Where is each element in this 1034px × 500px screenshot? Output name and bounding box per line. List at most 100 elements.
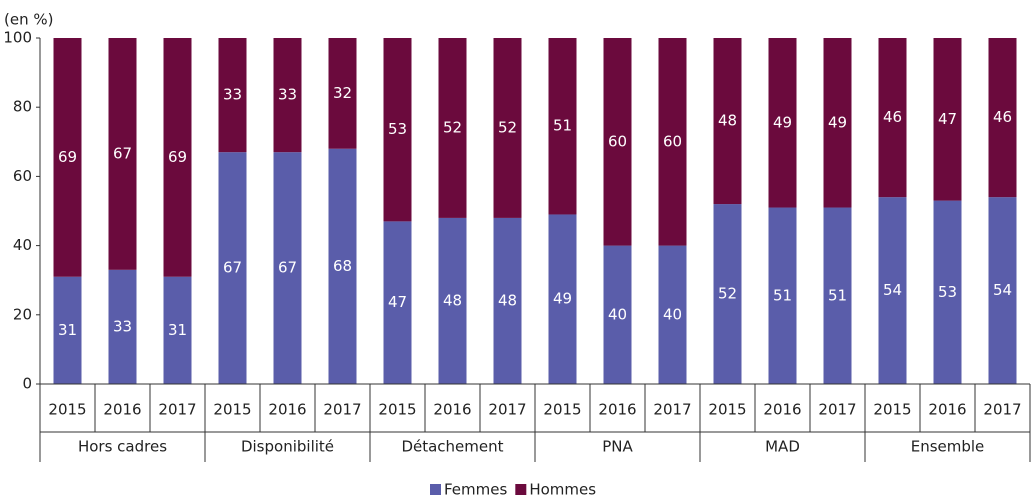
value-label: 33 bbox=[113, 317, 132, 335]
bar-segment bbox=[163, 38, 192, 277]
value-label: 33 bbox=[223, 86, 242, 104]
bar-segment bbox=[988, 38, 1017, 198]
value-label: 46 bbox=[993, 108, 1012, 126]
x-tick-label: 2015 bbox=[708, 401, 746, 419]
x-tick-label: 2016 bbox=[433, 401, 471, 419]
bar-segment bbox=[933, 200, 962, 384]
bar-segment bbox=[108, 38, 137, 270]
value-label: 49 bbox=[773, 113, 792, 131]
x-tick-label: 2017 bbox=[653, 401, 691, 419]
bar-segment bbox=[933, 38, 962, 201]
value-label: 69 bbox=[168, 148, 187, 166]
value-label: 51 bbox=[553, 117, 572, 135]
value-label: 69 bbox=[58, 148, 77, 166]
value-label: 67 bbox=[278, 259, 297, 277]
bar-segment bbox=[438, 38, 467, 218]
bar-segment bbox=[163, 276, 192, 384]
group-label: Ensemble bbox=[911, 438, 985, 456]
bar-segment bbox=[383, 221, 412, 384]
value-label: 46 bbox=[883, 108, 902, 126]
y-tick-label: 20 bbox=[13, 305, 32, 323]
legend-label: Hommes bbox=[529, 481, 596, 499]
value-label: 33 bbox=[278, 86, 297, 104]
group-label: Détachement bbox=[401, 438, 503, 456]
group-label: PNA bbox=[602, 438, 633, 456]
x-tick-label: 2015 bbox=[543, 401, 581, 419]
value-label: 53 bbox=[388, 120, 407, 138]
x-tick-label: 2016 bbox=[598, 401, 636, 419]
value-label: 40 bbox=[608, 305, 627, 323]
value-label: 48 bbox=[443, 291, 462, 309]
value-label: 67 bbox=[223, 259, 242, 277]
value-label: 47 bbox=[388, 293, 407, 311]
value-label: 67 bbox=[113, 144, 132, 162]
x-tick-label: 2015 bbox=[873, 401, 911, 419]
bar-segment bbox=[273, 38, 302, 153]
x-tick-label: 2017 bbox=[323, 401, 361, 419]
value-label: 52 bbox=[498, 118, 517, 136]
bar-segment bbox=[878, 38, 907, 198]
value-label: 52 bbox=[443, 118, 462, 136]
group-label: Hors cadres bbox=[78, 438, 167, 456]
bar-segment bbox=[603, 38, 632, 246]
x-tick-label: 2017 bbox=[818, 401, 856, 419]
bar-segment bbox=[658, 245, 687, 384]
legend-swatch bbox=[515, 484, 527, 495]
bar-segment bbox=[438, 217, 467, 384]
x-tick-label: 2015 bbox=[378, 401, 416, 419]
bar-segment bbox=[548, 214, 577, 384]
x-tick-label: 2017 bbox=[983, 401, 1021, 419]
value-label: 60 bbox=[608, 132, 627, 150]
bar-segment bbox=[548, 38, 577, 215]
value-label: 51 bbox=[828, 286, 847, 304]
x-tick-label: 2017 bbox=[488, 401, 526, 419]
y-tick-label: 0 bbox=[22, 375, 32, 393]
bar-segment bbox=[603, 245, 632, 384]
value-label: 54 bbox=[883, 281, 902, 299]
value-label: 54 bbox=[993, 281, 1012, 299]
value-label: 49 bbox=[553, 290, 572, 308]
value-label: 32 bbox=[333, 84, 352, 102]
bar-segment bbox=[713, 204, 742, 384]
bar-segment bbox=[493, 38, 522, 218]
bar-segment bbox=[768, 207, 797, 384]
x-tick-label: 2017 bbox=[158, 401, 196, 419]
y-tick-label: 60 bbox=[13, 167, 32, 185]
legend-swatch bbox=[430, 484, 441, 495]
bar-segment bbox=[383, 38, 412, 222]
bar-segment bbox=[823, 38, 852, 208]
bar-segment bbox=[108, 269, 137, 384]
value-label: 40 bbox=[663, 305, 682, 323]
x-tick-label: 2016 bbox=[268, 401, 306, 419]
value-label: 31 bbox=[168, 321, 187, 339]
value-label: 31 bbox=[58, 321, 77, 339]
bar-segment bbox=[823, 207, 852, 384]
y-axis-label: (en %) bbox=[4, 11, 53, 29]
legend-label: Femmes bbox=[444, 481, 507, 499]
x-tick-label: 2015 bbox=[48, 401, 86, 419]
value-label: 49 bbox=[828, 113, 847, 131]
x-tick-label: 2016 bbox=[763, 401, 801, 419]
y-tick-label: 100 bbox=[3, 29, 32, 47]
bar-segment bbox=[328, 148, 357, 384]
value-label: 51 bbox=[773, 286, 792, 304]
bar-segment bbox=[713, 38, 742, 205]
value-label: 68 bbox=[333, 257, 352, 275]
y-tick-label: 40 bbox=[13, 236, 32, 254]
x-tick-label: 2016 bbox=[103, 401, 141, 419]
bar-segment bbox=[273, 152, 302, 384]
bar-segment bbox=[218, 152, 247, 384]
x-tick-label: 2015 bbox=[213, 401, 251, 419]
bar-segment bbox=[493, 217, 522, 384]
x-tick-label: 2016 bbox=[928, 401, 966, 419]
y-tick-label: 80 bbox=[13, 98, 32, 116]
value-label: 48 bbox=[718, 112, 737, 130]
bar-segment bbox=[988, 197, 1017, 384]
bar-segment bbox=[878, 197, 907, 384]
bar-segment bbox=[53, 38, 82, 277]
value-label: 60 bbox=[663, 132, 682, 150]
bar-segment bbox=[768, 38, 797, 208]
bar-segment bbox=[53, 276, 82, 384]
bar-segment bbox=[328, 38, 357, 149]
